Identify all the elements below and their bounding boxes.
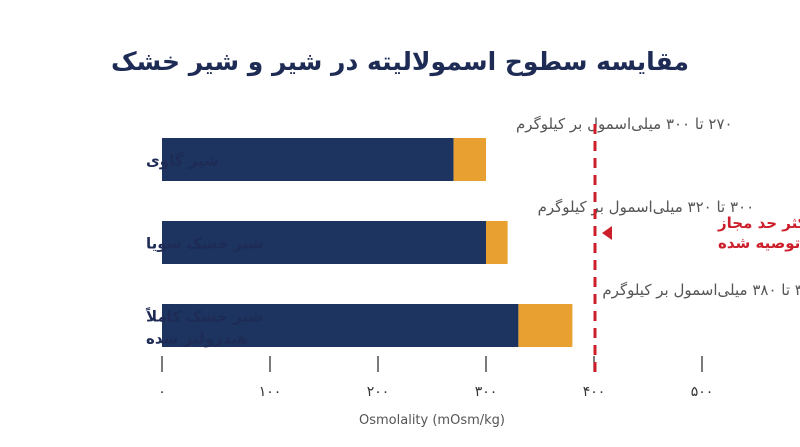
x-tick-label-4: ۴۰۰	[583, 384, 606, 400]
bar-base-1	[162, 221, 486, 264]
bar-range-1	[486, 221, 508, 264]
x-tick-label-5: ۵۰۰	[691, 384, 714, 400]
range-label-1: ۳۰۰ تا ۳۲۰ میلی‌اسمول بر کیلوگرم	[538, 198, 755, 216]
category-label-2-line-0: شیر خشک کاملاً	[145, 306, 263, 325]
reference-line-group: حداکثر حد مجاز توصیه شده	[593, 124, 800, 374]
reference-label-line-1: توصیه شده	[718, 234, 800, 252]
x-tick-label-1: ۱۰۰	[259, 384, 282, 400]
x-tick-label-0: ۰	[158, 384, 166, 400]
bar-base-2	[162, 304, 519, 347]
chart-title: مقایسه سطوح اسمولالیته در شیر و شیر خشک	[111, 47, 689, 77]
range-label-2: ۳۳۰ تا ۳۸۰ میلی‌اسمول بر کیلوگرم	[602, 281, 800, 299]
range-label-0: ۲۷۰ تا ۳۰۰ میلی‌اسمول بر کیلوگرم	[516, 115, 733, 133]
x-tick-label-3: ۳۰۰	[475, 384, 498, 400]
x-axis: ۰ ۱۰۰ ۲۰۰ ۳۰۰ ۴۰۰ ۵۰۰	[158, 356, 713, 400]
x-tick-label-2: ۲۰۰	[367, 384, 390, 400]
bar-base-0	[162, 138, 454, 181]
category-label-2-line-1: هیدرولیز شده	[146, 330, 248, 348]
reference-label-line-0: حداکثر حد مجاز	[717, 214, 800, 232]
bar-range-0	[453, 138, 486, 181]
reference-arrow-icon	[602, 226, 612, 240]
category-label-1: شیر خشک سویا	[146, 235, 264, 253]
x-axis-title: Osmolality (mOsm/kg)	[359, 413, 505, 428]
bar-range-2	[518, 304, 573, 347]
category-label-0: شیر گاوی	[146, 152, 219, 170]
bars-layer: ۲۷۰ تا ۳۰۰ میلی‌اسمول بر کیلوگرم شیر گاوی…	[145, 115, 800, 348]
